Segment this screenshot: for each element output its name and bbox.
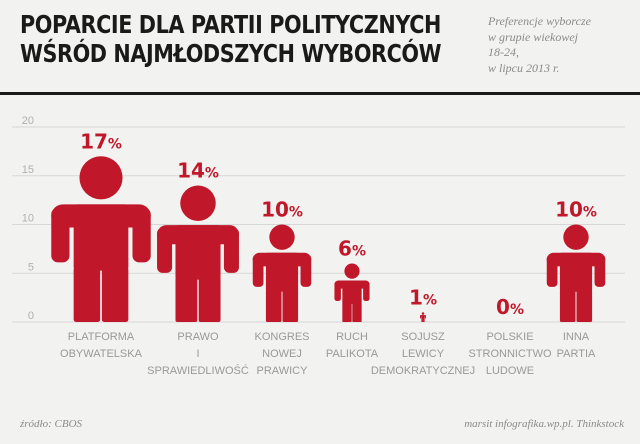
person-shoulders [546,252,606,267]
category-label: STRONNICTWO [468,348,552,360]
person-shoulders [334,280,370,289]
chart-subtitle: Preferencje wyborcze w grupie wiekowej 1… [488,14,638,76]
category-label: RUCH [336,331,368,343]
person-leg-right [352,302,362,322]
person-head [180,185,216,221]
person-shoulders [157,225,239,245]
category-label: INNA [563,331,590,343]
category-label: OBYWATELSKA [60,348,143,360]
value-label: 10% [555,198,597,222]
subtitle-line-2: w grupie wiekowej [488,29,578,44]
person-head [79,156,123,200]
y-tick-label: 5 [28,261,34,273]
source-note: źródło: CBOS [20,418,83,430]
value-label: 0% [496,295,524,319]
person-leg-right [101,267,129,322]
person-leg-left [73,267,101,322]
person-shoulders [51,204,151,228]
person-leg-left [342,302,352,322]
value-label: 14% [177,159,219,183]
category-label: NOWEJ [262,348,302,360]
value-label: 10% [261,198,303,222]
category-label: POLSKIE [486,331,533,343]
title-line-2: wśród najmłodszych wyborców [20,39,442,68]
person-head [421,312,425,315]
person-head [563,224,589,250]
category-label: PALIKOTA [326,348,379,360]
person-shoulders [252,252,312,267]
category-label: PRAWICY [257,365,309,377]
category-label: SOJUSZ [401,331,445,343]
category-label: PARTIA [557,348,596,360]
y-tick-label: 0 [28,310,34,322]
person-leg-left [175,276,198,322]
y-tick-label: 10 [22,213,34,225]
page-title: Poparcie dla partii politycznych wśród n… [20,10,480,68]
credit-note: marsit infografika.wp.pl. Thinkstock [464,418,624,430]
person-leg-right [282,289,299,322]
header-divider [0,92,640,95]
category-label: KONGRES [254,331,309,343]
subtitle-line-4: w lipcu 2013 r. [488,60,560,75]
title-line-1: Poparcie dla partii politycznych [20,10,441,39]
person-head [344,263,360,279]
subtitle-line-3: 18-24, [488,45,519,59]
subtitle-line-1: Preferencje wyborcze [488,14,591,28]
category-label: I [196,348,199,360]
person-head [269,224,295,250]
category-label: LUDOWE [486,365,534,377]
person-shoulders [420,315,426,317]
category-label: PRAWO [177,331,219,343]
value-label: 6% [338,237,366,261]
value-label: 17% [80,129,122,153]
category-label: DEMOKRATYCZNEJ [371,365,475,377]
person-leg-right [198,276,221,322]
person-leg-right [423,318,425,322]
value-label: 1% [409,285,437,309]
person-leg-right [576,289,593,322]
category-label: PLATFORMA [68,331,135,343]
category-label: LEWICY [402,348,445,360]
category-label: SPRAWIEDLIWOŚĆ [147,364,249,377]
person-leg-left [421,318,423,322]
person-leg-left [559,289,576,322]
person-leg-left [265,289,282,322]
y-tick-label: 15 [22,164,34,176]
y-tick-label: 20 [22,115,34,127]
